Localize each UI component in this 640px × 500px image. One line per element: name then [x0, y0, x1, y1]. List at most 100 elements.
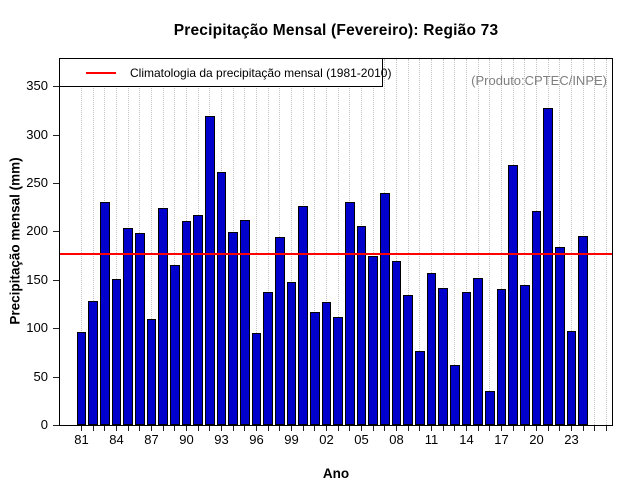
bar-05: [356, 225, 367, 425]
climatology-line-rule: [60, 252, 612, 255]
x-tick: [232, 426, 234, 431]
bar-86: [135, 233, 145, 425]
bar-00: [298, 206, 309, 425]
bar-06: [368, 255, 379, 425]
x-tick: [372, 426, 374, 431]
bar-96: [251, 333, 262, 425]
y-tick-label: 0: [40, 417, 48, 432]
x-tick-label: 93: [214, 432, 229, 447]
bar-11: [426, 273, 437, 425]
y-tick-label: 300: [26, 126, 48, 142]
gridline: [151, 59, 152, 425]
bar-08: [391, 261, 402, 425]
bar-22: [555, 246, 565, 425]
bar-99: [286, 281, 297, 425]
x-tick: [606, 426, 607, 431]
x-tick: [489, 426, 491, 431]
x-tick: [92, 426, 94, 431]
gridline: [501, 59, 502, 425]
x-tick: [127, 426, 129, 431]
gridline: [174, 59, 176, 425]
x-tick: [151, 426, 152, 431]
gridline: [267, 59, 269, 425]
x-tick-label: 17: [494, 432, 509, 447]
bar-20: [531, 211, 542, 425]
x-tick: [139, 426, 141, 431]
bar-21: [543, 108, 553, 425]
gridline: [314, 59, 316, 425]
gridline: [291, 59, 292, 425]
y-tick: [53, 134, 59, 136]
x-tick-label: 99: [284, 432, 299, 447]
bar-23: [566, 331, 577, 425]
bar-81: [76, 332, 87, 425]
x-tick: [81, 426, 82, 431]
y-tick-label: 350: [26, 78, 48, 94]
bar-14: [461, 292, 472, 425]
bar-84: [111, 278, 122, 425]
gridline: [256, 59, 257, 425]
bar-91: [193, 214, 204, 425]
x-tick: [571, 426, 572, 431]
bar-16: [485, 391, 495, 425]
bar-90: [181, 220, 192, 425]
y-tick-label: 100: [26, 320, 48, 336]
x-tick-label: 96: [249, 432, 264, 447]
x-tick: [407, 426, 409, 431]
x-tick: [501, 426, 502, 431]
legend-label: Climatologia da precipitação mensal (198…: [130, 65, 392, 80]
bar-09: [403, 295, 413, 425]
y-tick-label: 200: [26, 223, 48, 239]
x-tick: [582, 426, 584, 431]
bar-24: [578, 236, 588, 425]
bar-07: [380, 192, 390, 425]
bar-94: [228, 232, 239, 425]
x-tick: [162, 426, 164, 431]
x-axis-title: Ano: [322, 466, 350, 481]
x-tick: [244, 426, 246, 431]
bar-85: [123, 227, 134, 425]
gridline: [116, 59, 117, 425]
x-tick: [547, 426, 549, 431]
x-tick: [559, 426, 561, 431]
legend: Climatologia da precipitação mensal (198…: [59, 58, 391, 87]
gridline: [431, 59, 432, 425]
x-tick: [279, 426, 281, 431]
bar-92: [205, 116, 215, 425]
x-tick: [594, 426, 596, 431]
x-tick: [384, 426, 386, 431]
gridline: [372, 59, 374, 425]
bar-17: [496, 289, 507, 425]
gridline: [442, 59, 444, 425]
bar-18: [508, 164, 518, 425]
bar-13: [450, 365, 460, 425]
x-tick: [267, 426, 269, 431]
bar-83: [100, 202, 110, 425]
gridline: [407, 59, 409, 425]
x-tick-label: 11: [424, 432, 439, 447]
x-tick: [174, 426, 176, 431]
bar-12: [438, 287, 448, 425]
gridline: [559, 59, 561, 425]
x-tick-label: 90: [179, 432, 194, 447]
x-tick: [314, 426, 316, 431]
legend-line-swatch: [86, 71, 116, 74]
x-tick: [221, 426, 222, 431]
y-tick: [53, 231, 59, 233]
bar-19: [520, 284, 530, 425]
gridline: [477, 59, 479, 425]
x-tick-label: 05: [354, 432, 369, 447]
gridline: [571, 59, 572, 425]
bar-98: [275, 237, 285, 425]
y-tick-label: 250: [26, 174, 48, 190]
bar-88: [158, 208, 169, 425]
x-tick: [512, 426, 514, 431]
x-tick: [326, 426, 327, 431]
bar-03: [333, 316, 344, 425]
y-tick: [53, 182, 59, 184]
x-tick: [291, 426, 292, 431]
bar-97: [263, 292, 274, 425]
x-tick-label: 87: [144, 432, 159, 447]
x-tick: [302, 426, 304, 431]
